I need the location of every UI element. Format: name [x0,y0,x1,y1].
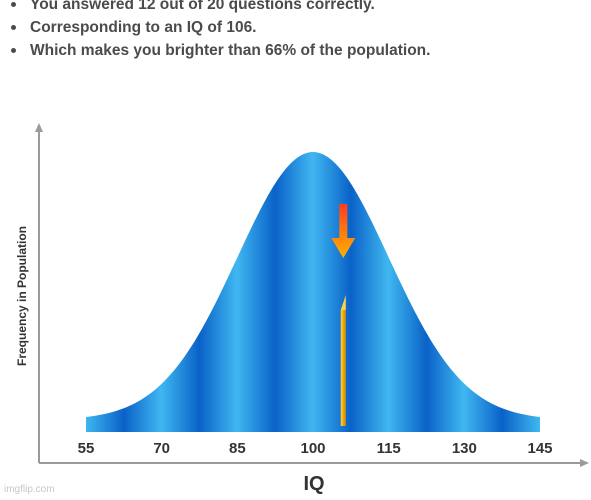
x-tick-label: 100 [300,440,325,457]
result-text: You answered 12 out of 20 questions corr… [30,0,375,13]
result-text: Which makes you brighter than 66% of the… [30,42,431,59]
result-item: You answered 12 out of 20 questions corr… [0,0,591,16]
x-tick-label: 145 [527,440,552,457]
result-item: Which makes you brighter than 66% of the… [0,39,591,62]
bell-curve [86,152,540,432]
iq-distribution-chart: 55 70 85 100 115 130 145 IQ Frequency in Popul… [15,123,589,495]
watermark: imgflip.com [4,484,55,495]
down-arrow-icon [331,204,356,258]
result-text: Corresponding to an IQ of 106. [30,19,257,36]
x-tick-label: 55 [78,440,95,457]
curve-baseline [86,420,540,432]
results-list: You answered 12 out of 20 questions corr… [0,0,591,62]
x-axis-label: IQ [303,473,324,495]
x-axis-arrow-icon [580,459,589,467]
iq-marker-tip [340,295,346,310]
result-item: Corresponding to an IQ of 106. [0,16,591,39]
y-axis-arrow-icon [35,123,43,132]
bullet-icon [11,2,16,7]
bullet-icon [11,25,16,30]
x-tick-label: 115 [377,440,401,457]
iq-marker-line [340,310,346,426]
y-axis-label: Frequency in Population [15,226,29,366]
x-tick-label: 85 [229,440,246,457]
x-tick-labels: 55 70 85 100 115 130 145 [78,440,553,457]
x-tick-label: 70 [153,440,170,457]
bullet-icon [11,48,16,53]
x-tick-label: 130 [452,440,477,457]
